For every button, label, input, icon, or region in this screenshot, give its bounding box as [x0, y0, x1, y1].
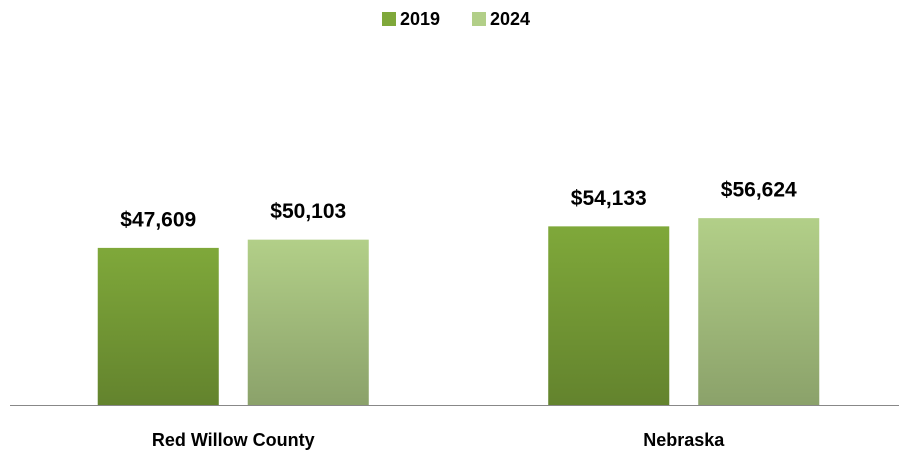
data-label: $54,133	[571, 187, 647, 210]
bar-shade	[698, 218, 820, 405]
legend-swatch	[382, 12, 396, 26]
x-tick-label: Red Willow County	[152, 430, 315, 450]
legend-swatch	[472, 12, 486, 26]
legend-label: 2024	[490, 9, 530, 29]
legend-label: 2019	[400, 9, 440, 29]
data-label: $47,609	[120, 208, 196, 231]
x-tick-label: Nebraska	[643, 430, 725, 450]
bar-shade	[548, 226, 670, 405]
bar-shade	[97, 247, 219, 405]
data-label: $50,103	[270, 200, 346, 223]
data-label: $56,624	[721, 179, 797, 202]
bar-shade	[247, 239, 369, 405]
